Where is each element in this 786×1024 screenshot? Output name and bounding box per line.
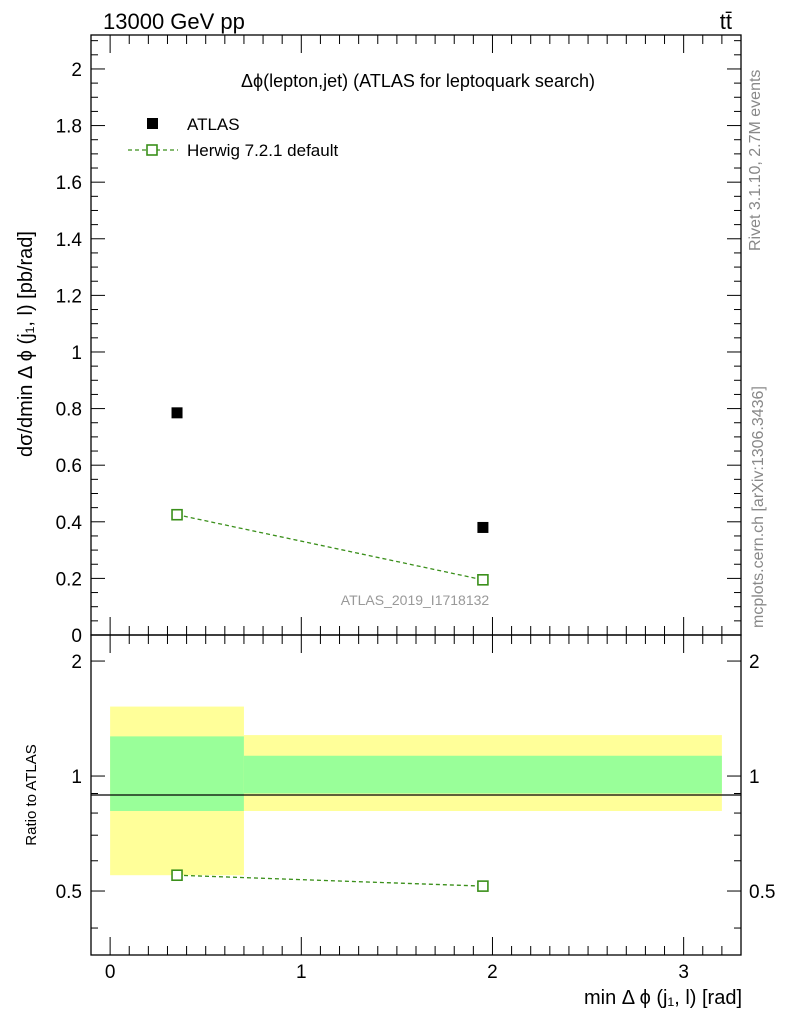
ratio-band-inner: [110, 736, 244, 811]
herwig-line: [176, 514, 484, 581]
x-tick-label: 0: [105, 962, 116, 983]
mcplots-label: mcplots.cern.ch [arXiv:1306.3436]: [750, 386, 767, 628]
main-y-tick-label: 0.8: [56, 400, 82, 421]
main-y-axis-label: dσ/dmin Δ ϕ (j₁, l) [pb/rad]: [15, 231, 37, 457]
main-title: Δϕ(lepton,jet) (ATLAS for leptoquark sea…: [241, 71, 595, 91]
ratio-herwig-line: [177, 874, 483, 887]
ratio-bands: [110, 706, 722, 876]
ratio-x-ticks: 0 1 2 3: [105, 635, 742, 983]
rivet-label: Rivet 3.1.10, 2.7M events: [747, 70, 764, 251]
main-y-ticks: 0 0.2 0.4 0.6 0.8 1 1.2 1.4 1.6 1.8 2: [56, 40, 741, 647]
ratio-y-tick-label: 0.5: [56, 882, 82, 903]
main-y-tick-label: 0.6: [56, 456, 82, 477]
x-axis-label: min Δ ϕ (j₁, l) [rad]: [584, 987, 742, 1009]
ratio-y-tick-label: 1: [71, 767, 82, 788]
ratio-series-group: [171, 869, 489, 892]
ratio-y-tick-label-right: 0.5: [749, 882, 775, 903]
ratio-panel: 0.5 0.5 1 1 2 2 0 1 2 3 Ratio to ATLAS min Δ ϕ (…: [23, 634, 775, 1009]
main-x-ticks: [109, 35, 742, 635]
ratio-band-inner: [243, 755, 722, 794]
analysis-id-label: ATLAS_2019_I1718132: [341, 592, 490, 608]
main-series-group: [171, 407, 489, 586]
x-tick-label: 2: [487, 962, 498, 983]
ratio-y-tick-label-right: 1: [749, 767, 760, 788]
x-tick-label: 1: [296, 962, 307, 983]
main-y-tick-label: 1.2: [56, 286, 82, 307]
main-y-tick-label: 0.4: [56, 513, 83, 534]
x-tick-label: 3: [678, 962, 689, 983]
herwig-point: [477, 574, 489, 586]
legend-herwig-label: Herwig 7.2.1 default: [187, 141, 338, 160]
ratio-herwig-point: [477, 880, 489, 892]
herwig-point: [171, 508, 183, 521]
atlas-point: [171, 407, 183, 419]
ratio-y-ticks: 0.5 0.5 1 1 2 2: [56, 652, 775, 929]
legend: ATLAS Herwig 7.2.1 default: [128, 115, 338, 160]
energy-label: 13000 GeV pp: [103, 9, 245, 34]
main-y-tick-label: 1.8: [56, 117, 82, 138]
main-y-tick-label: 1.4: [56, 230, 83, 251]
main-y-tick-label: 0.2: [56, 569, 82, 590]
main-y-tick-label: 1: [71, 343, 82, 364]
main-y-tick-label: 2: [71, 60, 82, 81]
ratio-y-axis-label: Ratio to ATLAS: [23, 744, 40, 845]
main-y-tick-label: 1.6: [56, 173, 82, 194]
ratio-herwig-point: [171, 869, 183, 882]
atlas-point: [477, 521, 489, 533]
legend-herwig-marker: [146, 144, 158, 156]
main-y-tick-label: 0: [71, 626, 82, 647]
main-panel: 0 0.2 0.4 0.6 0.8 1 1.2 1.4 1.6 1.8 2 Δϕ(lepton,je…: [15, 34, 742, 647]
legend-atlas-label: ATLAS: [187, 115, 240, 134]
ratio-y-tick-label-right: 2: [749, 652, 760, 673]
ratio-y-tick-label: 2: [71, 652, 82, 673]
process-label: tt̄: [720, 9, 732, 34]
legend-atlas-marker: [147, 118, 158, 129]
